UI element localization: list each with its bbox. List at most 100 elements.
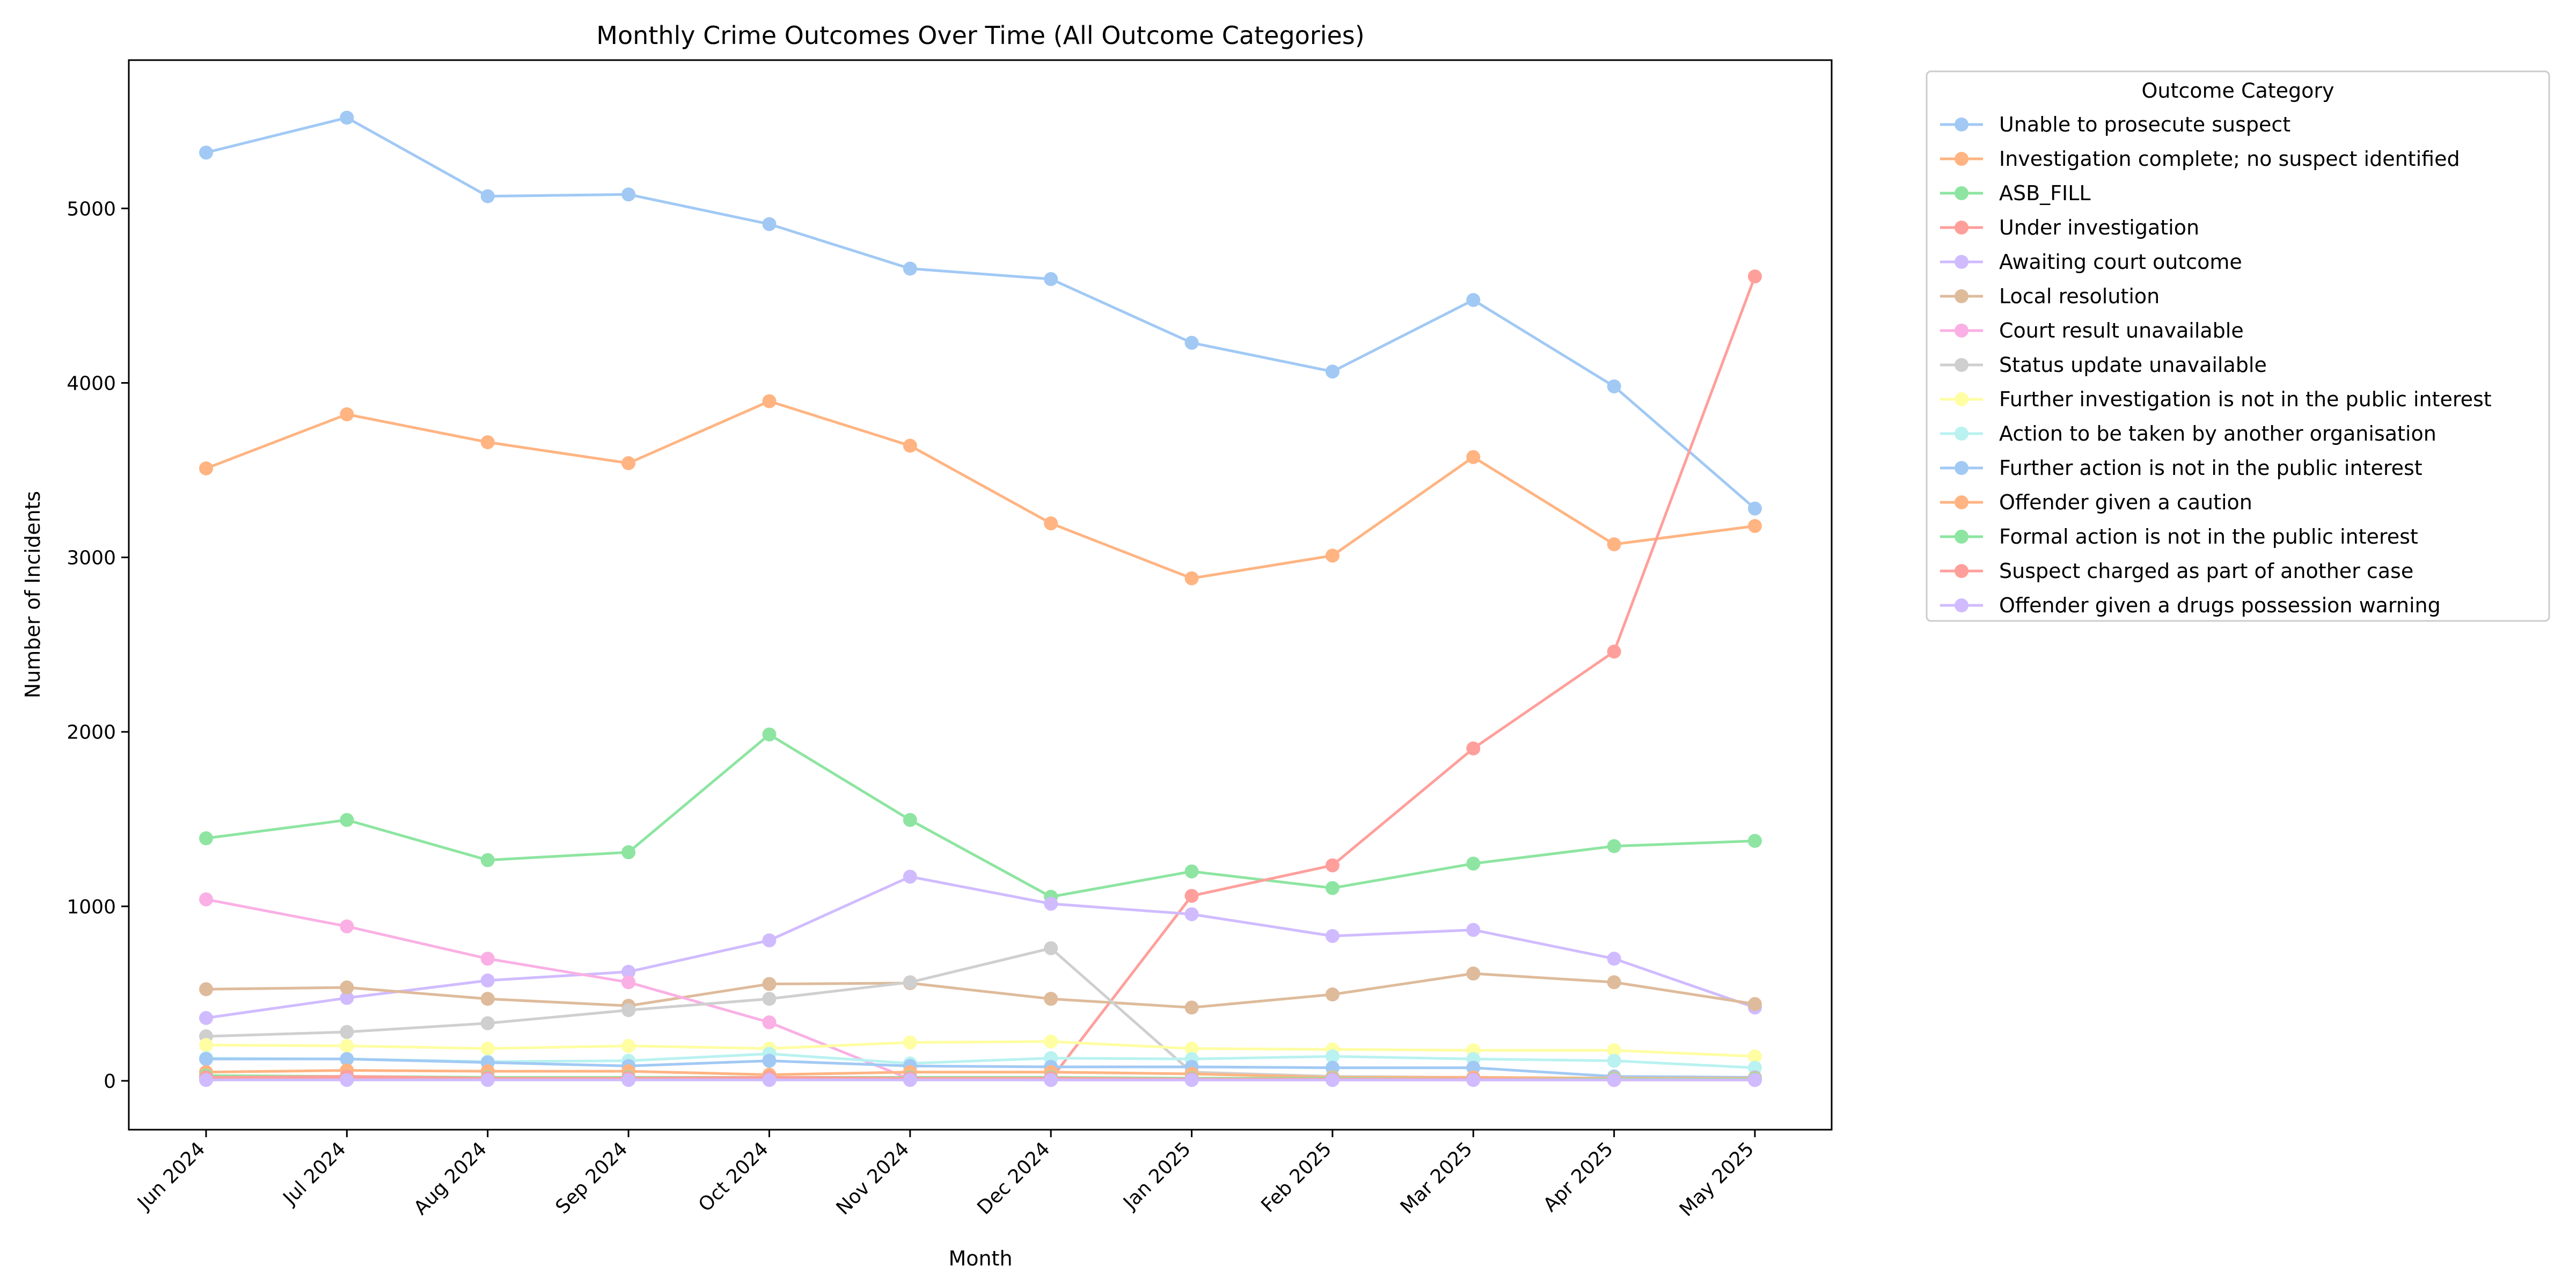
data-point: [903, 261, 917, 276]
data-point: [1466, 450, 1481, 464]
data-point: [1325, 548, 1340, 563]
legend-swatch-marker: [1955, 598, 1968, 612]
data-point: [903, 438, 917, 453]
data-point: [340, 1024, 354, 1039]
data-point: [903, 1073, 917, 1087]
data-point: [480, 853, 495, 867]
legend-swatch-marker: [1955, 427, 1968, 441]
data-point: [1466, 1060, 1481, 1075]
data-point: [340, 980, 354, 995]
data-point: [1607, 645, 1621, 659]
legend-entry-label: Offender given a caution: [1999, 491, 2252, 514]
data-point: [340, 919, 354, 934]
legend-entry-label: Status update unavailable: [1999, 353, 2267, 377]
data-point: [480, 992, 495, 1006]
data-point: [1607, 379, 1621, 393]
data-point: [1748, 833, 1762, 848]
data-point: [1748, 1073, 1762, 1087]
data-point: [621, 1073, 636, 1087]
data-point: [1607, 952, 1621, 966]
data-point: [480, 189, 495, 203]
legend-swatch-marker: [1955, 118, 1968, 131]
data-point: [340, 407, 354, 421]
data-point: [1325, 1060, 1340, 1075]
plot-frame: [128, 59, 1833, 1131]
y-axis-label: Number of Incidents: [21, 491, 45, 698]
data-point: [1325, 929, 1340, 943]
data-point: [1607, 1053, 1621, 1068]
data-point: [1748, 501, 1762, 516]
series-line: [206, 875, 1755, 1020]
data-point: [1184, 1000, 1199, 1015]
legend: Outcome Category Unable to prosecute sus…: [1926, 70, 2550, 622]
data-point: [480, 952, 495, 966]
data-point: [1184, 907, 1199, 921]
y-tick-label: 0: [104, 1071, 116, 1093]
data-point: [480, 974, 495, 988]
y-tick-label: 1000: [67, 896, 116, 918]
data-point: [1325, 987, 1340, 1002]
data-point: [762, 217, 777, 231]
series-line: [206, 1040, 1755, 1058]
data-point: [340, 1038, 354, 1053]
data-point: [1044, 1073, 1058, 1087]
data-point: [762, 1073, 777, 1087]
legend-swatch-marker: [1955, 461, 1968, 475]
legend-entry-label: Further investigation is not in the publ…: [1999, 387, 2492, 411]
data-point: [1044, 896, 1058, 911]
chart-title: Monthly Crime Outcomes Over Time (All Ou…: [596, 21, 1364, 50]
legend-swatch-marker: [1955, 255, 1968, 269]
data-point: [340, 1052, 354, 1066]
y-tick-label: 2000: [67, 722, 116, 744]
data-point: [199, 1052, 213, 1066]
data-point: [1748, 1060, 1762, 1075]
legend-entry-label: Formal action is not in the public inter…: [1999, 525, 2418, 548]
data-point: [480, 1041, 495, 1056]
data-point: [480, 435, 495, 450]
legend-swatch-marker: [1955, 324, 1968, 338]
legend-swatch-marker: [1955, 221, 1968, 235]
data-point: [1184, 571, 1199, 586]
data-point: [903, 869, 917, 884]
data-point: [480, 1016, 495, 1030]
data-point: [1325, 858, 1340, 873]
data-point: [1748, 269, 1762, 284]
data-point: [1607, 1043, 1621, 1058]
series-line: [206, 1069, 1755, 1080]
data-point: [1325, 1073, 1340, 1087]
data-point: [1607, 839, 1621, 853]
legend-entry-label: Under investigation: [1999, 216, 2199, 239]
legend-swatch-marker: [1955, 495, 1968, 509]
data-point: [1325, 881, 1340, 895]
data-point: [1466, 741, 1481, 756]
y-tick-label: 5000: [67, 198, 116, 220]
data-point: [1184, 864, 1199, 879]
data-point: [1044, 272, 1058, 287]
data-point: [1466, 923, 1481, 937]
series-15: [199, 1073, 1762, 1087]
y-tick-label: 4000: [67, 372, 116, 394]
data-point: [1044, 1034, 1058, 1049]
data-point: [903, 975, 917, 990]
data-point: [621, 845, 636, 860]
legend-swatch-marker: [1955, 186, 1968, 200]
data-point: [1044, 992, 1058, 1006]
plot-area: [199, 111, 1762, 1087]
series-5: [199, 869, 1762, 1025]
data-point: [199, 831, 213, 846]
data-point: [621, 456, 636, 471]
legend-entry-label: ASB_FILL: [1999, 181, 2091, 205]
series-6: [199, 967, 1762, 1015]
data-point: [762, 727, 777, 742]
data-point: [340, 1073, 354, 1087]
data-point: [621, 964, 636, 979]
data-point: [1184, 1073, 1199, 1087]
legend-swatch-marker: [1955, 289, 1968, 303]
legend-entry-label: Unable to prosecute suspect: [1999, 113, 2290, 136]
data-point: [621, 975, 636, 990]
data-point: [762, 992, 777, 1006]
legend-entry-label: Action to be taken by another organisati…: [1999, 422, 2436, 445]
data-point: [1607, 537, 1621, 552]
data-point: [762, 1053, 777, 1068]
legend-entry-label: Local resolution: [1999, 284, 2160, 308]
